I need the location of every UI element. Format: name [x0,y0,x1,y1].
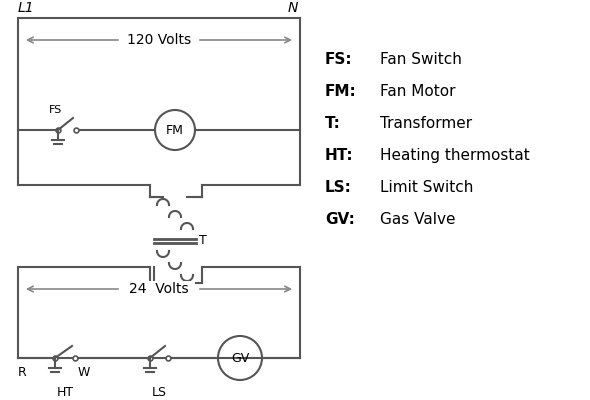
Text: T:: T: [325,116,341,131]
Text: Fan Motor: Fan Motor [380,84,455,99]
Text: HT:: HT: [325,148,353,163]
Text: FS: FS [50,105,63,115]
Text: LS:: LS: [325,180,352,195]
Text: Heating thermostat: Heating thermostat [380,148,530,163]
Text: HT: HT [57,386,74,399]
Text: 24  Volts: 24 Volts [129,282,189,296]
Text: Transformer: Transformer [380,116,472,131]
Text: LS: LS [152,386,166,399]
Text: 120 Volts: 120 Volts [127,33,191,47]
Text: N: N [288,1,298,15]
Text: FM: FM [166,124,184,136]
Text: FM:: FM: [325,84,357,99]
Text: T: T [199,234,206,248]
Text: R: R [18,366,27,379]
Text: FS:: FS: [325,52,353,67]
Text: L1: L1 [18,1,35,15]
Text: GV: GV [231,352,249,364]
Text: W: W [78,366,90,379]
Text: Gas Valve: Gas Valve [380,212,455,227]
Text: Limit Switch: Limit Switch [380,180,473,195]
Text: GV:: GV: [325,212,355,227]
Text: Fan Switch: Fan Switch [380,52,462,67]
